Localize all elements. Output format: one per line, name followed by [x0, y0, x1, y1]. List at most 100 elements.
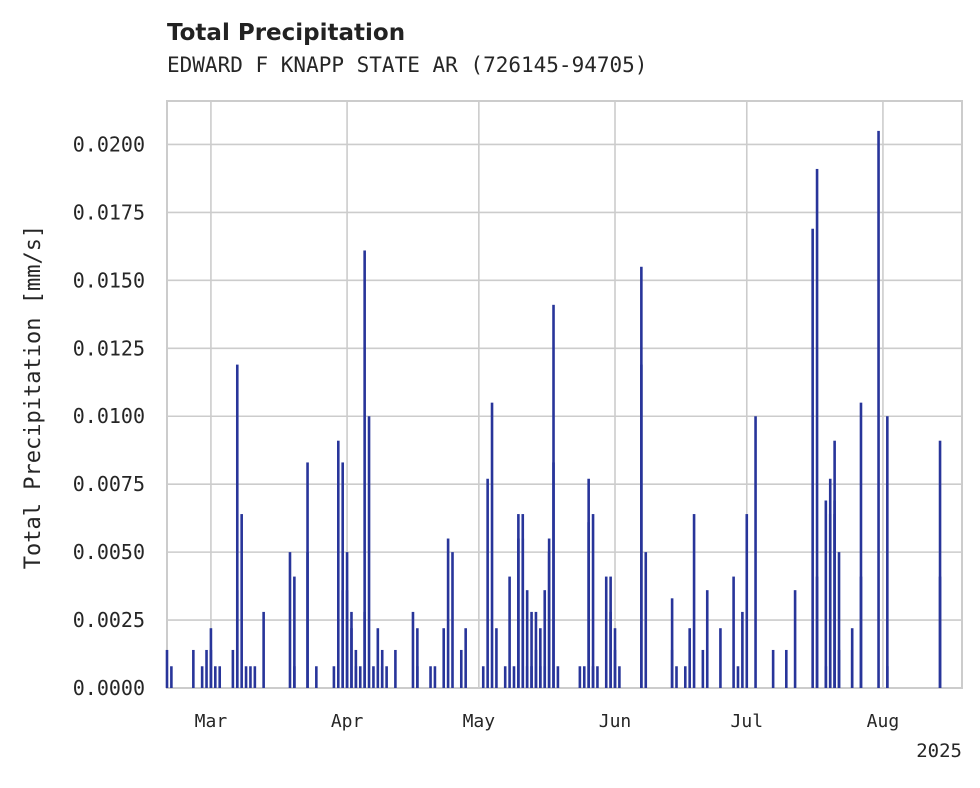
precip-bar	[530, 666, 533, 688]
precip-bar	[345, 590, 349, 688]
precip-bar	[332, 666, 336, 688]
precip-bar	[341, 462, 344, 688]
precip-bar	[372, 666, 375, 688]
precip-bar	[745, 514, 749, 688]
precip-bar	[539, 666, 542, 688]
precip-bar	[481, 666, 485, 688]
precip-bar	[525, 590, 529, 688]
x-axis-ticks: Mar Apr May Jun Jul Aug	[195, 711, 900, 732]
precip-bar	[416, 666, 419, 688]
precip-bar	[859, 402, 863, 688]
precip-bar	[771, 649, 775, 688]
plot-area	[166, 100, 963, 689]
x-tick-label: Apr	[331, 711, 364, 732]
precip-bar	[416, 628, 419, 688]
precip-bar	[543, 666, 547, 688]
precip-bar	[508, 576, 511, 688]
x-tick-label: Jul	[731, 711, 764, 732]
precip-bar	[618, 666, 621, 688]
y-tick-label: 0.0150	[73, 268, 145, 292]
y-tick-label: 0.0025	[73, 608, 145, 632]
precip-bar	[688, 628, 691, 688]
precip-bar	[732, 576, 735, 688]
precip-bar	[429, 666, 432, 688]
chart-subtitle: EDWARD F KNAPP STATE AR (726145-94705)	[167, 53, 647, 77]
precip-bar	[556, 666, 560, 688]
precip-bar	[446, 538, 450, 688]
precip-bar	[165, 649, 169, 688]
y-tick-label: 0.0125	[73, 336, 145, 360]
precip-bar	[837, 649, 841, 688]
precip-bar	[385, 666, 388, 688]
precip-bar	[525, 666, 529, 688]
precip-bar	[358, 666, 362, 688]
precip-bar	[886, 416, 889, 688]
precip-bar	[240, 514, 243, 688]
precip-bar	[363, 250, 366, 688]
x-tick-label: Jun	[599, 711, 632, 732]
precip-bar	[214, 666, 217, 688]
precip-bar	[591, 514, 595, 688]
precip-bar	[442, 628, 446, 688]
precip-bar	[262, 611, 265, 688]
x-tick-label: Mar	[195, 711, 228, 732]
x-axis-year-label: 2025	[916, 740, 962, 762]
precip-bar	[464, 628, 467, 688]
precip-bar	[495, 628, 498, 688]
precip-bar	[433, 666, 437, 688]
y-tick-label: 0.0075	[73, 472, 145, 496]
precip-bar	[380, 666, 384, 688]
x-tick-label: Aug	[867, 711, 900, 732]
precip-bar	[521, 538, 525, 688]
precip-bar	[833, 514, 836, 688]
precip-bar	[394, 649, 397, 688]
precip-bar	[793, 590, 797, 688]
precip-bar	[539, 628, 542, 688]
precip-bar	[785, 649, 788, 688]
precip-bar	[670, 649, 674, 688]
y-axis-label: Total Precipitation [mm/s]	[21, 225, 46, 569]
precip-bar	[253, 666, 257, 688]
y-axis-ticks: 0.0000 0.0025 0.0050 0.0075 0.0100 0.0125 0.01…	[73, 132, 145, 700]
precip-bar	[490, 402, 494, 688]
precip-bar	[341, 590, 344, 688]
precip-bar	[503, 666, 507, 688]
precip-bar	[235, 364, 239, 688]
precip-bar	[587, 478, 590, 688]
precip-bar	[591, 666, 595, 688]
precip-bar	[547, 538, 551, 688]
precip-bar	[609, 611, 612, 688]
precip-bar	[578, 666, 582, 688]
precip-bar	[249, 666, 252, 688]
precip-bar	[705, 590, 709, 688]
bars	[165, 130, 942, 689]
precip-bar	[670, 598, 674, 688]
y-tick-label: 0.0175	[73, 200, 145, 224]
precip-bar	[288, 552, 292, 688]
precip-bar	[811, 228, 814, 689]
precip-bar	[459, 649, 463, 688]
x-tick-label: May	[463, 711, 496, 732]
precip-bar	[644, 552, 648, 688]
precip-bar	[736, 666, 740, 688]
precip-bar	[886, 666, 889, 688]
precip-bar	[192, 649, 195, 688]
precip-bar	[170, 666, 173, 688]
precip-bar	[692, 514, 696, 688]
precip-bar	[486, 478, 489, 688]
chart-title: Total Precipitation	[167, 20, 405, 46]
precip-bar	[850, 649, 854, 688]
precip-bar	[350, 628, 353, 688]
precip-bar	[938, 440, 942, 688]
precip-bar	[517, 538, 520, 688]
precip-bar	[837, 552, 841, 688]
precip-bar	[209, 649, 213, 688]
y-tick-label: 0.0100	[73, 404, 145, 428]
precip-bar	[244, 666, 248, 688]
precip-bar	[824, 500, 828, 688]
precip-bar	[701, 649, 705, 688]
precip-bar	[337, 440, 340, 688]
precip-bar	[306, 552, 309, 688]
